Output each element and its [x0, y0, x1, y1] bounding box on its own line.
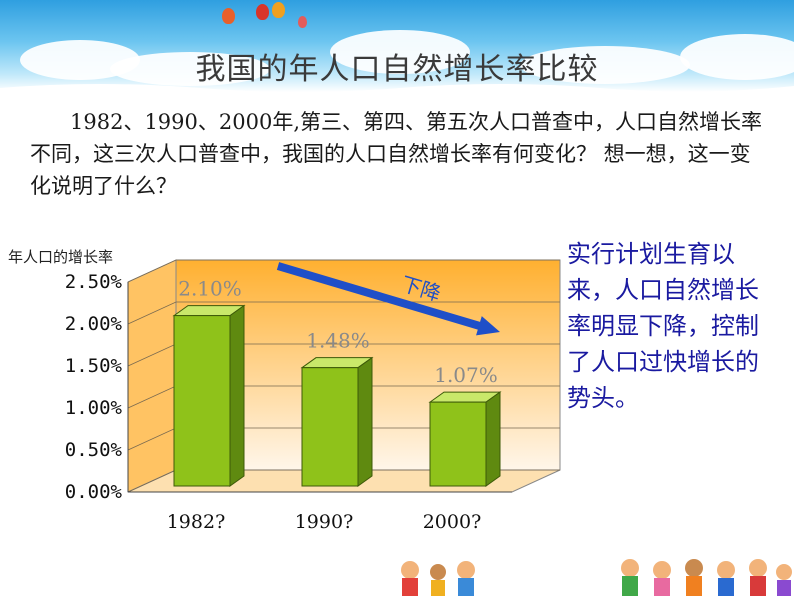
- y-axis-label: 年人口的增长率: [8, 248, 114, 266]
- gridline: [127, 301, 560, 325]
- data-label: 1.48%: [306, 329, 370, 353]
- balloon-icon: [272, 2, 285, 18]
- y-tick-label: 0.00%: [65, 481, 123, 503]
- bar-side: [357, 356, 373, 487]
- conclusion-note: 实行计划生育以来，人口自然增长率明显下降，控制了人口过快增长的势头。: [567, 240, 759, 412]
- balloon-icon: [222, 8, 235, 24]
- question-text: 1982、1990、2000年,第三、第四、第五次人口普查中，人口自然增长率不同…: [30, 110, 763, 198]
- y-tick-label: 1.00%: [65, 397, 123, 419]
- balloon-icon: [256, 4, 269, 20]
- data-label: 2.10%: [178, 277, 242, 301]
- bar: [301, 367, 359, 487]
- y-tick-label: 0.50%: [65, 439, 123, 461]
- trend-arrow: 下降: [276, 262, 500, 336]
- x-tick-label: 2000?: [423, 511, 482, 533]
- sky-background: [0, 0, 794, 92]
- slide-title: 我国的年人口自然增长率比较: [195, 52, 599, 87]
- bar-side: [485, 391, 501, 487]
- bar: [429, 401, 487, 487]
- wave-divider: [0, 84, 794, 102]
- y-tick-label: 2.50%: [65, 271, 123, 293]
- balloon-icon: [298, 16, 307, 28]
- x-tick-label: 1990?: [295, 511, 354, 533]
- bar-side: [229, 304, 245, 487]
- gridline: [127, 259, 560, 283]
- kids-decoration: [401, 559, 792, 596]
- x-tick-label: 1982?: [167, 511, 226, 533]
- chart-side-wall: [127, 259, 177, 493]
- y-tick-label: 2.00%: [65, 313, 123, 335]
- y-tick-label: 1.50%: [65, 355, 123, 377]
- growth-rate-chart: 0.00% 0.50% 1.00% 1.50% 2.00% 2.50% 1982? 1990…: [65, 259, 561, 533]
- data-label: 1.07%: [434, 363, 498, 387]
- trend-arrow-shape: [276, 262, 500, 336]
- bar: [173, 315, 231, 487]
